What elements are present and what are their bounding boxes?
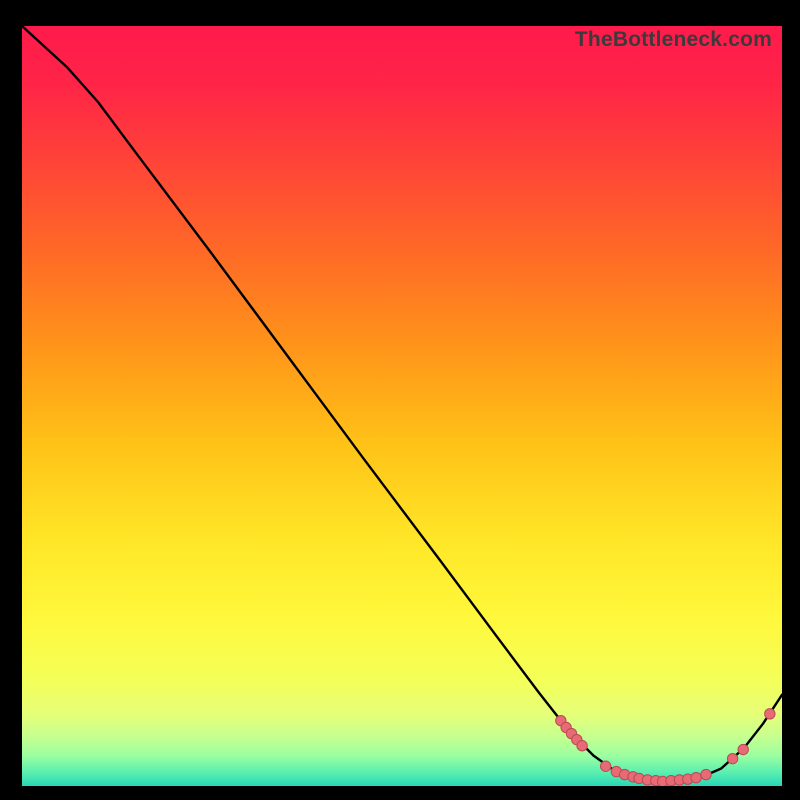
curve-marker xyxy=(691,772,701,782)
outer-frame: TheBottleneck.com xyxy=(0,0,800,800)
curve-marker xyxy=(738,744,748,754)
curve-marker xyxy=(701,769,711,779)
curve-marker xyxy=(727,753,737,763)
curve-marker xyxy=(577,741,587,751)
plot-area: TheBottleneck.com xyxy=(22,26,782,786)
curve-layer xyxy=(22,26,782,786)
marker-group xyxy=(556,709,775,786)
curve-marker xyxy=(600,761,610,771)
curve-marker xyxy=(765,709,775,719)
bottleneck-curve xyxy=(22,26,782,781)
